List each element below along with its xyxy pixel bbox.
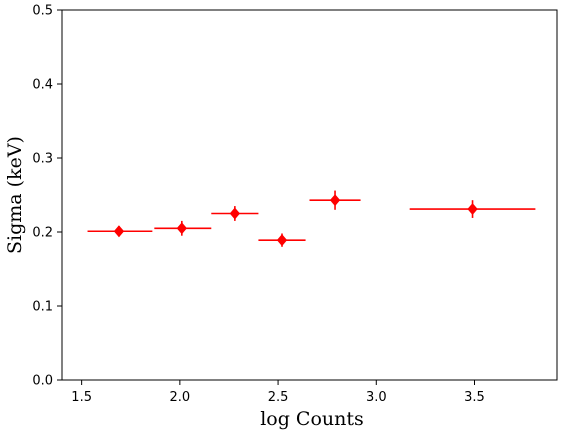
data-point — [329, 194, 341, 207]
y-tick-label: 0.1 — [32, 300, 53, 315]
data-point — [113, 225, 125, 238]
y-axis-label: Sigma (keV) — [4, 136, 26, 254]
y-tick-label: 0.0 — [32, 374, 53, 389]
y-tick-label: 0.2 — [32, 226, 53, 241]
x-tick-label: 3.5 — [464, 390, 485, 405]
data-point — [176, 222, 187, 235]
data-point — [467, 203, 478, 216]
x-ticks-group: 1.5 2.0 2.5 3.0 3.5 — [71, 380, 485, 405]
y-ticks-group: 0.0 0.1 0.2 0.3 0.4 0.5 — [32, 4, 62, 389]
y-tick-label: 0.3 — [32, 152, 53, 167]
x-tick-label: 2.0 — [170, 390, 191, 405]
plot-frame — [61, 9, 558, 381]
data-point — [276, 234, 288, 247]
x-tick-label: 1.5 — [71, 390, 92, 405]
x-tick-label: 3.0 — [366, 390, 387, 405]
data-point — [229, 207, 240, 220]
x-tick-label: 2.5 — [268, 390, 289, 405]
errorbars-group — [87, 190, 536, 247]
y-tick-label: 0.4 — [32, 78, 53, 93]
y-tick-label: 0.5 — [32, 4, 53, 19]
x-axis-label: log Counts — [260, 408, 364, 430]
plot-frame-group — [61, 9, 558, 381]
points-group — [113, 194, 478, 247]
